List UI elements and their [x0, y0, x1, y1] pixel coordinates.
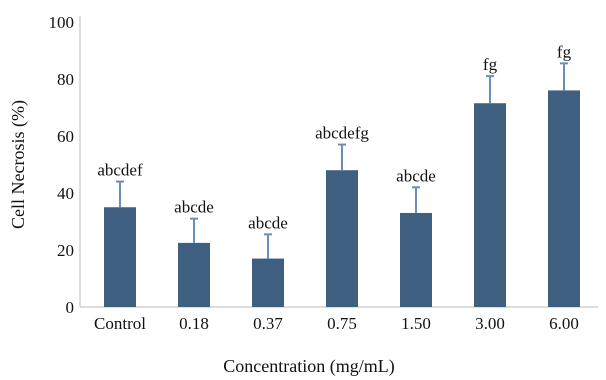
category-label: 1.50	[401, 314, 431, 333]
category-label: Control	[94, 314, 146, 333]
chart-category-labels: Control 0.18 0.37 0.75 1.50 3.00 6.00	[94, 314, 579, 333]
significance-label: fg	[483, 55, 498, 74]
significance-label: abcde	[174, 198, 214, 217]
y-axis-title: Cell Necrosis (%)	[8, 100, 29, 229]
chart-error-bars	[116, 62, 568, 259]
significance-label: fg	[557, 42, 572, 61]
y-tick-label: 80	[57, 70, 74, 89]
bar	[400, 212, 432, 307]
significance-label: abcde	[248, 213, 288, 232]
bar	[178, 242, 210, 307]
x-axis-title: Concentration (mg/mL)	[223, 356, 394, 377]
error-bar	[116, 180, 124, 208]
chart-bars	[104, 90, 580, 308]
category-label: 3.00	[475, 314, 505, 333]
category-label: 6.00	[549, 314, 579, 333]
significance-label: abcdefg	[315, 124, 369, 143]
category-label: 0.37	[253, 314, 283, 333]
y-tick-label: 20	[57, 241, 74, 260]
error-bar	[264, 233, 272, 259]
error-bar	[190, 217, 198, 243]
bar	[252, 258, 284, 307]
significance-label: abcde	[396, 166, 436, 185]
y-tick-label: 60	[57, 127, 74, 146]
bar	[548, 90, 580, 308]
error-bar	[560, 62, 568, 91]
y-tick-label: 40	[57, 184, 74, 203]
error-bar	[338, 143, 346, 171]
error-bar	[486, 75, 494, 104]
bar	[474, 103, 506, 307]
y-tick-label: 0	[66, 298, 75, 317]
category-label: 0.18	[179, 314, 209, 333]
significance-label: abcdef	[97, 161, 143, 180]
bar	[326, 170, 358, 307]
category-label: 0.75	[327, 314, 357, 333]
chart-y-tick-labels: 0 20 40 60 80 100	[49, 13, 75, 317]
y-tick-label: 100	[49, 13, 75, 32]
error-bar	[412, 186, 420, 213]
bar	[104, 207, 136, 307]
